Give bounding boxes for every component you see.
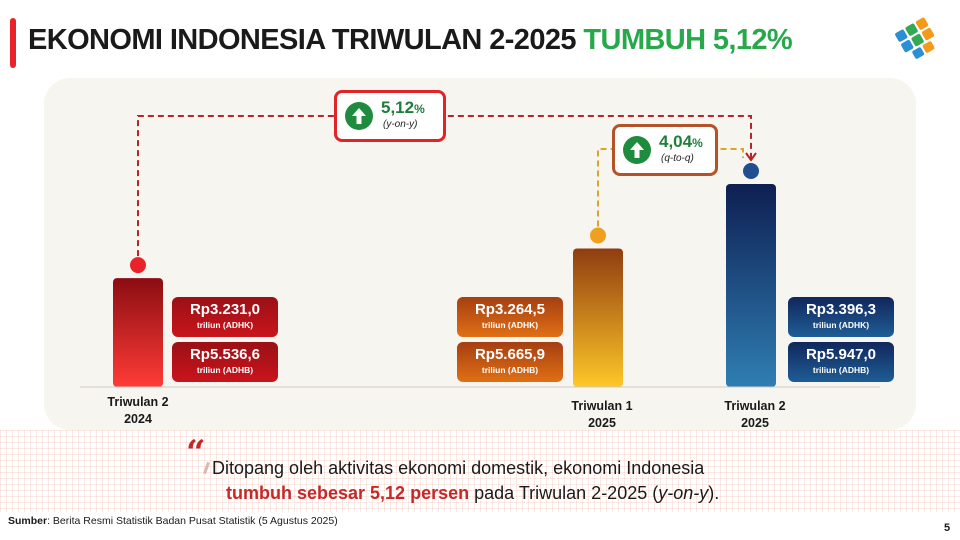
arrow-up-icon (623, 136, 651, 164)
adhk-value: Rp3.231,0 (189, 301, 261, 318)
yoy-connector-arrowhead (745, 152, 757, 162)
page-title: EKONOMI INDONESIA TRIWULAN 2-2025 TUMBUH… (28, 24, 793, 57)
bar-marker-1 (590, 227, 606, 244)
yoy-connector (137, 115, 752, 257)
adhb-unit: triliun (ADHB) (481, 365, 539, 375)
bar-1 (573, 248, 623, 387)
quote-icon: “ (186, 433, 206, 473)
adhb-value-box: Rp5.947,0 triliun (ADHB) (788, 342, 894, 382)
adhb-unit: triliun (ADHB) (812, 365, 870, 375)
x-tick-label: Triwulan 2 2025 (724, 399, 786, 430)
bar-marker-0 (130, 257, 146, 274)
x-tick-label: Triwulan 1 2025 (571, 399, 633, 430)
adhk-value-box: Rp3.396,3 triliun (ADHK) (788, 297, 894, 337)
yoy-growth-badge: 5,12% (y-on-y) (334, 90, 446, 142)
yoy-growth-value: 5,12% (381, 98, 425, 117)
adhk-value: Rp3.264,5 (474, 301, 546, 318)
adhk-unit: triliun (ADHK) (481, 320, 539, 330)
bar-series (113, 163, 776, 387)
x-tick-label: Triwulan 2 2024 (107, 395, 169, 426)
bar-0 (113, 278, 163, 387)
bar-2 (726, 184, 776, 387)
qtq-growth-badge: 4,04% (q-to-q) (612, 124, 718, 176)
summary-background (0, 430, 960, 512)
adhb-unit: triliun (ADHB) (196, 365, 254, 375)
adhk-unit: triliun (ADHK) (196, 320, 254, 330)
page-title-accent: TUMBUH 5,12% (583, 24, 793, 56)
page-number: 5 (944, 522, 951, 534)
adhb-value-box: Rp5.665,9 triliun (ADHB) (457, 342, 563, 382)
adhk-value-box: Rp3.231,0 triliun (ADHK) (172, 297, 278, 337)
summary-line-1: Ditopang oleh aktivitas ekonomi domestik… (212, 458, 705, 478)
summary-line-2: tumbuh sebesar 5,12 persen pada Triwulan… (226, 483, 720, 503)
adhb-value-box: Rp5.536,6 triliun (ADHB) (172, 342, 278, 382)
bps-logo-icon (895, 17, 935, 59)
growth-connector-lines (137, 115, 757, 257)
adhb-value: Rp5.536,6 (189, 346, 261, 363)
adhk-value: Rp3.396,3 (805, 301, 877, 318)
page-title-main: EKONOMI INDONESIA TRIWULAN 2-2025 (28, 24, 577, 56)
adhb-value: Rp5.665,9 (474, 346, 546, 363)
title-accent-bar (10, 18, 16, 68)
yoy-growth-label: (y-on-y) (383, 119, 418, 130)
qtq-growth-value: 4,04% (659, 132, 703, 151)
adhb-value: Rp5.947,0 (805, 346, 877, 363)
source-note: Sumber: Berita Resmi Statistik Badan Pus… (8, 515, 338, 527)
bar-marker-2 (743, 163, 759, 179)
arrow-up-icon (345, 102, 373, 130)
summary-highlight: tumbuh sebesar 5,12 persen (226, 483, 470, 503)
qtq-growth-label: (q-to-q) (661, 153, 694, 164)
adhk-unit: triliun (ADHK) (812, 320, 870, 330)
summary-text: Ditopang oleh aktivitas ekonomi domestik… (212, 456, 812, 506)
adhk-value-box: Rp3.264,5 triliun (ADHK) (457, 297, 563, 337)
